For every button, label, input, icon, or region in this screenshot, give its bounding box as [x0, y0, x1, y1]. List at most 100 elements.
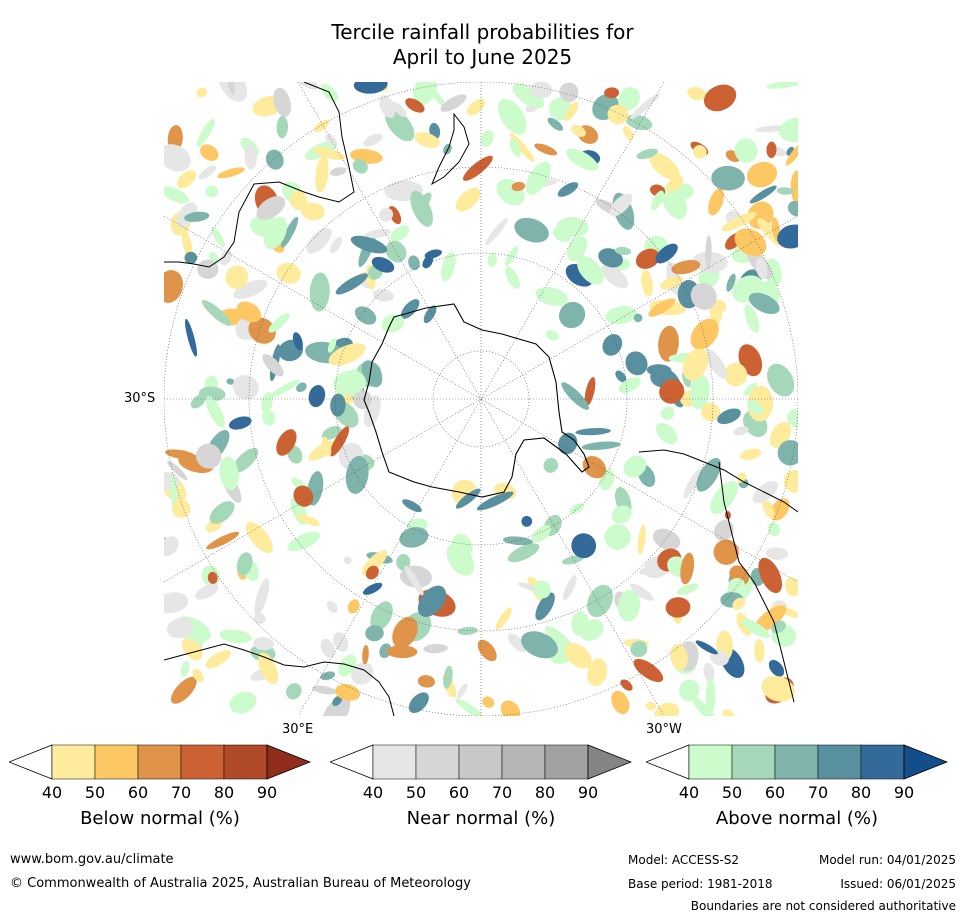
rainfall-cell: [580, 619, 604, 641]
rainfall-cell: [184, 211, 210, 222]
rainfall-cell: [604, 524, 631, 550]
rainfall-cell: [329, 167, 347, 176]
above-colorbar-tick: 50: [721, 783, 743, 802]
rainfall-cell: [765, 547, 788, 560]
rainfall-cell: [289, 190, 308, 211]
title-line-1: Tercile rainfall probabilities for: [331, 20, 634, 44]
longitude-label-30w: 30°W: [646, 722, 682, 737]
rainfall-cell: [660, 276, 684, 290]
rainfall-cell: [164, 270, 184, 303]
rainfall-cell: [287, 531, 320, 552]
rainfall-cell: [322, 436, 332, 457]
rainfall-cell: [502, 536, 533, 546]
rainfall-cell: [293, 485, 314, 507]
base-period: Base period: 1981-2018: [628, 877, 773, 891]
rainfall-cell: [170, 676, 197, 704]
rainfall-cell: [265, 149, 284, 170]
rainfall-cell: [661, 184, 688, 220]
rainfall-cell: [507, 543, 540, 563]
rainfall-cell: [209, 501, 235, 524]
rainfall-cell: [726, 273, 736, 292]
rainfall-cell: [476, 491, 514, 511]
rainfall-cell: [682, 348, 709, 381]
rainfall-cell: [535, 286, 568, 306]
rainfall-cell: [785, 577, 798, 597]
rainfall-cell: [480, 130, 494, 147]
antarctica-coastline: [363, 303, 590, 498]
rainfall-cell: [566, 148, 599, 171]
above-colorbar-segment: [860, 744, 905, 780]
near-colorbar-tick: 60: [448, 783, 470, 802]
rainfall-cell: [262, 353, 284, 377]
rainfall-cell: [371, 256, 395, 273]
rainfall-cell: [521, 516, 533, 527]
rainfall-cell: [332, 695, 343, 707]
rainfall-cell: [641, 269, 654, 297]
rainfall-cell: [446, 543, 475, 576]
above-colorbar-extend-high: [903, 744, 948, 780]
rainfall-cell: [457, 683, 468, 699]
rainfall-cell: [405, 98, 425, 113]
rainfall-cell: [785, 141, 798, 166]
near-colorbar-tick: 50: [405, 783, 427, 802]
rainfall-cell: [561, 382, 589, 410]
rainfall-cell: [721, 212, 757, 232]
rainfall-cell: [746, 161, 778, 188]
rainfall-cell: [495, 607, 512, 631]
rainfall-cell: [758, 557, 783, 594]
australia-coastline: [164, 82, 355, 268]
rainfall-cell: [683, 468, 702, 499]
rainfall-cell: [164, 592, 189, 614]
rainfall-cell: [345, 455, 369, 494]
rainfall-cell: [564, 643, 592, 669]
rainfall-cell: [557, 182, 579, 197]
rainfall-cell: [671, 260, 701, 275]
rainfall-cell: [618, 377, 641, 394]
rainfall-cell: [630, 640, 648, 658]
rainfall-cell: [569, 502, 585, 515]
rainfall-cell: [659, 379, 685, 404]
rainfall-cell: [777, 440, 798, 466]
rainfall-cell: [253, 613, 266, 625]
rainfall-cell: [666, 175, 684, 192]
rainfall-cell: [717, 408, 741, 425]
rainfall-cell: [347, 599, 360, 614]
rainfall-cell: [744, 304, 760, 333]
rainfall-cell: [559, 301, 586, 329]
rainfall-cell: [273, 87, 292, 117]
rainfall-cell: [525, 161, 551, 195]
rainfall-cell: [196, 118, 216, 147]
above-colorbar-tick: 60: [764, 783, 786, 802]
rainfall-cell: [755, 257, 768, 280]
rainfall-cell: [654, 702, 680, 716]
rainfall-cell: [330, 393, 346, 417]
rainfall-cell: [633, 658, 664, 683]
website-link[interactable]: www.bom.gov.au/climate: [10, 852, 174, 867]
rainfall-cell: [705, 235, 712, 270]
rainfall-cell: [196, 87, 208, 98]
rainfall-cell: [455, 698, 485, 716]
rainfall-cell: [365, 625, 384, 642]
below-colorbar-tick: 70: [170, 783, 192, 802]
rainfall-cell: [507, 633, 527, 653]
rainfall-cell: [399, 527, 429, 548]
below-colorbar-tick: 60: [127, 783, 149, 802]
rainfall-cell: [737, 472, 747, 483]
rainfall-cell: [655, 243, 678, 264]
rainfall-cell: [315, 156, 329, 193]
rainfall-cell: [330, 236, 343, 254]
rainfall-cell: [233, 279, 268, 299]
rainfall-cell: [692, 145, 707, 159]
rainfall-cell: [587, 658, 608, 687]
rainfall-cell: [258, 652, 279, 685]
rainfall-cell: [652, 528, 681, 550]
rainfall-cell: [633, 313, 643, 323]
rainfall-cell: [333, 632, 349, 652]
rainfall-cell: [512, 83, 545, 109]
rainfall-cell: [477, 639, 497, 662]
rainfall-cell: [364, 228, 391, 239]
colorbar-below-normal: [9, 744, 311, 780]
rainfall-cell: [733, 426, 749, 436]
rainfall-cell: [787, 201, 798, 217]
rainfall-cell: [767, 522, 780, 537]
